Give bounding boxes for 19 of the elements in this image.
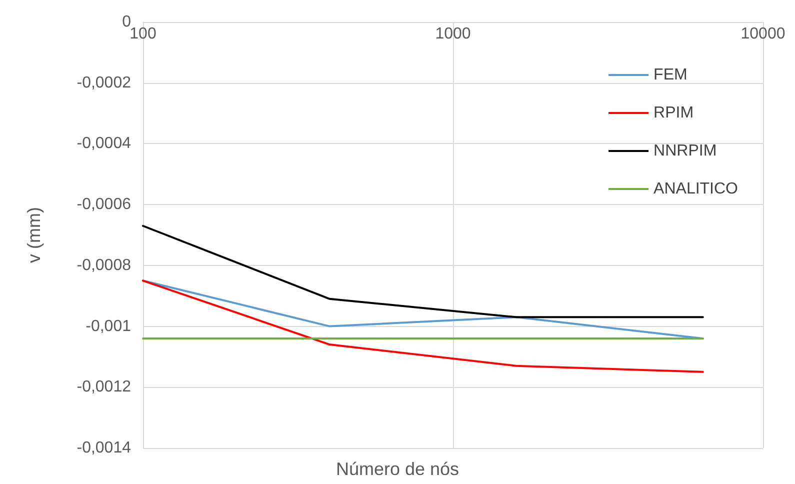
- x-tick-label: 10000: [740, 26, 786, 42]
- y-tick-label: -0,0006: [76, 196, 132, 214]
- legend-label: FEM: [654, 66, 688, 84]
- legend-label: NNRPIM: [654, 142, 717, 160]
- y-tick-label: -0,0008: [76, 256, 132, 274]
- y-tick-label: -0,0004: [76, 135, 132, 152]
- y-tick-label: -0,0002: [76, 74, 132, 92]
- y-tick-label: -0,001: [86, 318, 132, 335]
- y-tick-label: -0,0014: [76, 440, 132, 456]
- line-series: [142, 280, 704, 340]
- legend-label: RPIM: [654, 104, 694, 122]
- x-tick-label: 1000: [435, 26, 471, 42]
- y-axis-title: v (mm): [24, 207, 44, 263]
- y-tick-label: -0,0012: [76, 378, 132, 396]
- y-tick-label: 0: [122, 14, 132, 30]
- x-axis-title: Número de nós: [336, 459, 460, 479]
- line-series: [142, 280, 704, 373]
- legend-label: ANALITICO: [654, 180, 738, 198]
- x-tick-label: 100: [130, 26, 156, 42]
